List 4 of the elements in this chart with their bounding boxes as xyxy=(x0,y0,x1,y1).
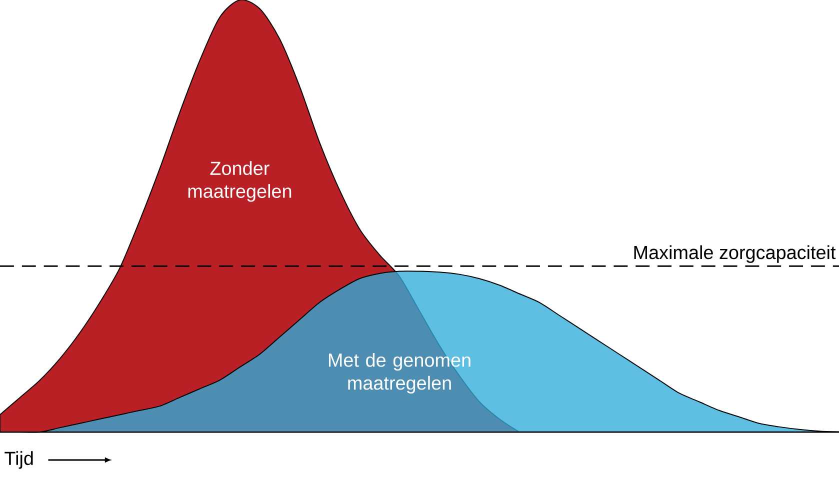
ref-line-label: Maximale zorgcapaciteit xyxy=(634,245,836,263)
series-label: Zonder maatregelen xyxy=(188,161,292,202)
series-label: Met de genomen maatregelen xyxy=(328,352,470,394)
x-axis-title: Tijd xyxy=(4,451,33,469)
